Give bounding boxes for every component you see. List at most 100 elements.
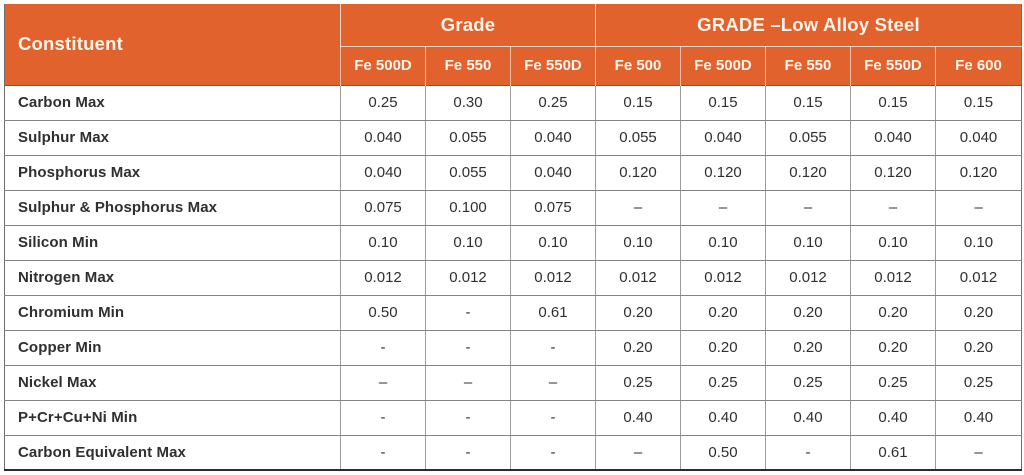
value-cell: 0.40 bbox=[680, 400, 767, 436]
value-cell: 0.40 bbox=[850, 400, 937, 436]
value-cell: 0.10 bbox=[340, 225, 426, 261]
column-header-grade-fe550: Fe 550 bbox=[425, 46, 511, 85]
constituent-cell: Sulphur Max bbox=[4, 120, 341, 156]
column-header-grade-fe500d: Fe 500D bbox=[340, 46, 426, 85]
table-row: Carbon Max 0.25 0.30 0.25 0.15 0.15 0.15 0.15 0.… bbox=[4, 84, 1022, 121]
table-header: Constituent Grade GRADE –Low Alloy Steel… bbox=[4, 4, 1022, 85]
value-cell: 0.50 bbox=[680, 435, 767, 471]
value-cell: 0.10 bbox=[680, 225, 767, 261]
value-cell: 0.25 bbox=[765, 365, 852, 401]
value-cell: 0.120 bbox=[680, 155, 767, 191]
constituent-cell: P+Cr+Cu+Ni Min bbox=[4, 400, 341, 436]
value-cell: 0.20 bbox=[935, 295, 1022, 331]
value-cell: 0.120 bbox=[935, 155, 1022, 191]
table-row: Copper Min - - -0.20 0.20 0.20 0.20 0.20 bbox=[4, 330, 1022, 366]
column-header-la-fe600: Fe 600 bbox=[935, 46, 1022, 85]
value-cell: 0.20 bbox=[850, 330, 937, 366]
value-cell: - bbox=[425, 435, 511, 471]
value-cell: 0.012 bbox=[850, 260, 937, 296]
value-cell: 0.012 bbox=[510, 260, 597, 296]
value-cell: 0.61 bbox=[850, 435, 937, 471]
sub-header-row: Fe 500D Fe 550 Fe 550D Fe 500 Fe 500D Fe… bbox=[5, 46, 1022, 85]
value-cell: – bbox=[510, 365, 597, 401]
constituent-cell: Chromium Min bbox=[4, 295, 341, 331]
value-cell: - bbox=[510, 435, 597, 471]
value-cell: 0.120 bbox=[595, 155, 682, 191]
value-cell: 0.075 bbox=[510, 190, 597, 226]
constituent-cell: Carbon Max bbox=[4, 84, 341, 121]
value-cell: 0.10 bbox=[935, 225, 1022, 261]
value-cell: – bbox=[595, 190, 682, 226]
value-cell: - bbox=[340, 330, 426, 366]
value-cell: – bbox=[765, 190, 852, 226]
value-cell: 0.20 bbox=[765, 295, 852, 331]
value-cell: 0.040 bbox=[340, 120, 426, 156]
value-cell: 0.040 bbox=[935, 120, 1022, 156]
value-cell: 0.100 bbox=[425, 190, 511, 226]
constituent-cell: Copper Min bbox=[4, 330, 341, 366]
value-cell: 0.40 bbox=[595, 400, 682, 436]
value-cell: 0.50 bbox=[340, 295, 426, 331]
value-cell: 0.055 bbox=[425, 155, 511, 191]
constituent-cell: Nitrogen Max bbox=[4, 260, 341, 296]
value-cell: 0.075 bbox=[340, 190, 426, 226]
table-row: P+Cr+Cu+Ni Min - - -0.40 0.40 0.40 0.40 0.40 bbox=[4, 400, 1022, 436]
table-row: Sulphur & Phosphorus Max 0.075 0.100 0.075–… bbox=[4, 190, 1022, 226]
group-header-low-alloy-steel: GRADE –Low Alloy Steel bbox=[595, 4, 1022, 47]
value-cell: - bbox=[510, 400, 597, 436]
value-cell: 0.20 bbox=[850, 295, 937, 331]
table-row: Nitrogen Max 0.012 0.012 0.012 0.012 0.012 0.0… bbox=[4, 260, 1022, 296]
value-cell: 0.040 bbox=[680, 120, 767, 156]
value-cell: – bbox=[935, 190, 1022, 226]
value-cell: - bbox=[425, 295, 511, 331]
value-cell: 0.012 bbox=[765, 260, 852, 296]
value-cell: 0.040 bbox=[850, 120, 937, 156]
value-cell: 0.20 bbox=[680, 330, 767, 366]
value-cell: – bbox=[425, 365, 511, 401]
value-cell: – bbox=[935, 435, 1022, 471]
value-cell: 0.012 bbox=[340, 260, 426, 296]
value-cell: 0.20 bbox=[935, 330, 1022, 366]
value-cell: 0.055 bbox=[765, 120, 852, 156]
constituent-cell: Phosphorus Max bbox=[4, 155, 341, 191]
value-cell: 0.20 bbox=[680, 295, 767, 331]
value-cell: – bbox=[680, 190, 767, 226]
table-row: Carbon Equivalent Max - - - –0.50-0.61– bbox=[4, 435, 1022, 471]
group-header-row: Constituent Grade GRADE –Low Alloy Steel bbox=[4, 4, 1022, 85]
value-cell: 0.25 bbox=[850, 365, 937, 401]
table-row: Chromium Min 0.50-0.61 0.20 0.20 0.20 0.20 0.2… bbox=[4, 295, 1022, 331]
value-cell: 0.15 bbox=[595, 84, 682, 121]
value-cell: 0.120 bbox=[765, 155, 852, 191]
value-cell: - bbox=[765, 435, 852, 471]
table-row: Nickel Max – – –0.25 0.25 0.25 0.25 0.25 bbox=[4, 365, 1022, 401]
value-cell: 0.012 bbox=[935, 260, 1022, 296]
table-body: Carbon Max 0.25 0.30 0.25 0.15 0.15 0.15 0.15 0.… bbox=[4, 84, 1022, 471]
value-cell: 0.25 bbox=[595, 365, 682, 401]
column-header-la-fe500: Fe 500 bbox=[595, 46, 681, 85]
value-cell: 0.040 bbox=[340, 155, 426, 191]
value-cell: - bbox=[340, 435, 426, 471]
value-cell: 0.25 bbox=[680, 365, 767, 401]
column-header-la-fe550d: Fe 550D bbox=[850, 46, 936, 85]
constituent-cell: Silicon Min bbox=[4, 225, 341, 261]
value-cell: 0.055 bbox=[425, 120, 511, 156]
value-cell: - bbox=[425, 400, 511, 436]
value-cell: 0.10 bbox=[765, 225, 852, 261]
value-cell: 0.25 bbox=[935, 365, 1022, 401]
value-cell: 0.25 bbox=[510, 84, 597, 121]
value-cell: 0.10 bbox=[595, 225, 682, 261]
value-cell: – bbox=[340, 365, 426, 401]
constituent-cell: Nickel Max bbox=[4, 365, 341, 401]
value-cell: 0.040 bbox=[510, 120, 597, 156]
value-cell: 0.15 bbox=[765, 84, 852, 121]
value-cell: 0.120 bbox=[850, 155, 937, 191]
value-cell: 0.040 bbox=[510, 155, 597, 191]
column-header-grade-fe550d: Fe 550D bbox=[509, 46, 596, 85]
table-row: Silicon Min 0.10 0.10 0.10 0.10 0.10 0.10 0.10 0… bbox=[4, 225, 1022, 261]
steel-composition-table: Constituent Grade GRADE –Low Alloy Steel… bbox=[4, 4, 1023, 471]
value-cell: - bbox=[510, 330, 597, 366]
value-cell: 0.61 bbox=[510, 295, 597, 331]
value-cell: 0.20 bbox=[765, 330, 852, 366]
constituent-cell: Sulphur & Phosphorus Max bbox=[4, 190, 341, 226]
value-cell: 0.25 bbox=[340, 84, 426, 121]
